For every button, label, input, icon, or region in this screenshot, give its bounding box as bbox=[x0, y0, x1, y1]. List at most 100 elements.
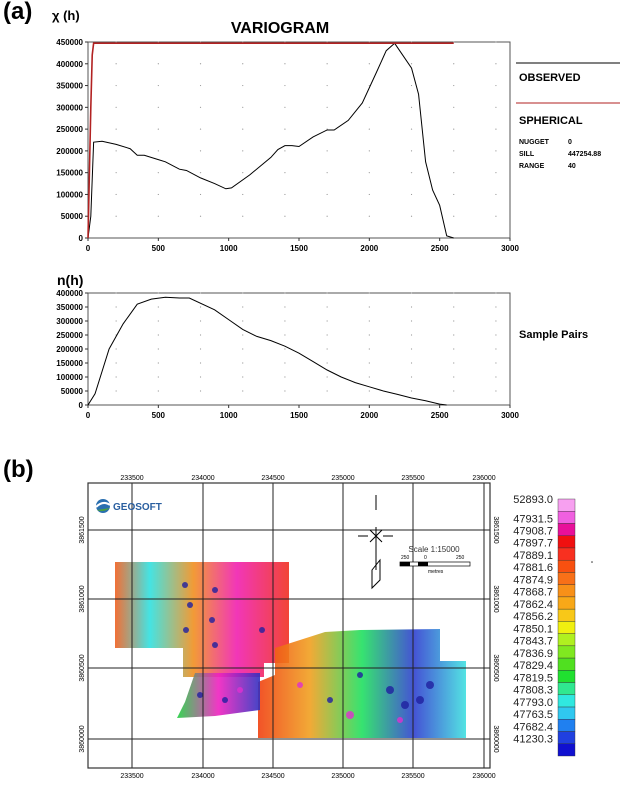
grid-dot bbox=[242, 172, 244, 174]
grid-dot bbox=[157, 172, 159, 174]
grid-dot bbox=[157, 63, 159, 65]
grid-dot bbox=[115, 306, 117, 308]
northing-label-right: 3860500 bbox=[492, 654, 499, 681]
grid-dot bbox=[368, 390, 370, 392]
grid-dot bbox=[157, 306, 159, 308]
colorbar-swatch bbox=[557, 633, 576, 647]
grid-dot bbox=[199, 128, 202, 130]
grid-dot bbox=[368, 334, 370, 336]
grid-dot bbox=[495, 41, 497, 43]
grid-dot bbox=[242, 215, 244, 217]
easting-label-top: 234000 bbox=[191, 475, 214, 482]
grid-dot bbox=[495, 306, 497, 308]
geosoft-logo-text: GEOSOFT bbox=[113, 502, 162, 513]
grid-dot bbox=[115, 84, 117, 87]
colorbar-swatch bbox=[557, 559, 576, 573]
colorbar-label: 47682.4 bbox=[513, 721, 553, 733]
grid-dot bbox=[199, 63, 202, 65]
grid-dot bbox=[284, 306, 286, 308]
northing-label-left: 3860000 bbox=[79, 725, 86, 752]
northing-label-right: 3861000 bbox=[492, 585, 499, 612]
y-tick-label: 150000 bbox=[56, 169, 83, 178]
x-tick-label: 0 bbox=[86, 411, 91, 420]
scale-tick-right: 250 bbox=[456, 555, 465, 561]
grid-dot bbox=[326, 41, 328, 43]
grid-dot bbox=[242, 362, 244, 364]
grid-dot bbox=[284, 106, 286, 108]
colorbar-swatch bbox=[557, 731, 576, 744]
colorbar-label: 47836.9 bbox=[513, 648, 553, 660]
grid-dot bbox=[157, 292, 159, 294]
colorbar-label: 47862.4 bbox=[513, 599, 553, 611]
grid-dot bbox=[326, 334, 328, 336]
grid-dot bbox=[157, 334, 159, 336]
grid-dot bbox=[284, 215, 286, 217]
grid-dot bbox=[326, 84, 328, 87]
colorbar-label: 47889.1 bbox=[513, 550, 553, 562]
grid-dot bbox=[453, 63, 455, 65]
colorbar-swatch bbox=[557, 608, 576, 622]
y-tick-label: 350000 bbox=[56, 82, 83, 91]
grid-dot bbox=[284, 320, 286, 322]
grid-dot bbox=[115, 106, 117, 108]
grid-dot bbox=[284, 376, 286, 378]
x-tick-label: 1500 bbox=[290, 244, 308, 253]
colorbar-label: 47874.9 bbox=[513, 574, 553, 586]
grid-dot bbox=[368, 193, 370, 196]
variogram-chart: χ (h) VARIOGRAM 0 500 1000 1500 2000 2500 3000… bbox=[52, 8, 620, 260]
legend-sample-pairs-label: Sample Pairs bbox=[519, 329, 588, 341]
grid-dot bbox=[368, 292, 370, 294]
grid-dot bbox=[115, 215, 117, 217]
y-tick-label: 300000 bbox=[56, 317, 83, 326]
grid-dot bbox=[242, 84, 244, 87]
x-tick-label: 2500 bbox=[431, 244, 449, 253]
grid-dot bbox=[326, 320, 328, 322]
easting-label-bottom: 235000 bbox=[331, 773, 354, 780]
grid-dot bbox=[284, 292, 286, 294]
y-tick-label: 300000 bbox=[56, 103, 83, 112]
grid-dot bbox=[242, 390, 244, 392]
scale-tick-left: 250 bbox=[401, 555, 410, 561]
grid-dot bbox=[495, 376, 497, 378]
grid-dot bbox=[368, 84, 370, 87]
grid-dot bbox=[199, 172, 202, 174]
scale-label: Scale 1:15000 bbox=[408, 545, 460, 554]
pairs-plot-frame bbox=[87, 292, 511, 406]
colorbar-label: 47881.6 bbox=[513, 562, 553, 574]
sill-label: SILL bbox=[519, 151, 535, 158]
colorbar-label: 47908.7 bbox=[513, 525, 553, 537]
grid-dot bbox=[453, 348, 455, 350]
grid-dot bbox=[115, 390, 117, 392]
northing-label-left: 3861000 bbox=[79, 585, 86, 612]
colorbar-label: 47843.7 bbox=[513, 636, 553, 648]
grid-dot bbox=[157, 320, 159, 322]
grid-dot bbox=[326, 306, 328, 308]
grid-dot bbox=[199, 193, 202, 196]
survey-grid-image bbox=[115, 562, 466, 738]
grid-dot bbox=[410, 63, 413, 65]
grid-dot bbox=[453, 320, 455, 322]
easting-label-top: 236000 bbox=[472, 475, 495, 482]
grid-dot bbox=[410, 84, 413, 87]
grid-dot bbox=[157, 376, 159, 378]
grid-dot bbox=[368, 320, 370, 322]
grid-dot bbox=[495, 292, 497, 294]
grid-dot bbox=[242, 193, 244, 196]
grid-dot bbox=[453, 362, 455, 364]
colorbar-label: 47793.0 bbox=[513, 697, 553, 709]
grid-dot bbox=[115, 128, 117, 130]
grid-dot bbox=[495, 63, 497, 65]
grid-dot bbox=[284, 63, 286, 65]
grid-dot bbox=[242, 348, 244, 350]
geosoft-logo: GEOSOFT bbox=[95, 499, 162, 513]
grid-dot bbox=[157, 193, 159, 196]
x-tick-label: 1500 bbox=[290, 411, 308, 420]
grid-dot bbox=[453, 106, 455, 108]
colorbar-swatch bbox=[557, 743, 576, 757]
range-value: 40 bbox=[568, 163, 576, 170]
grid-dot bbox=[284, 41, 286, 43]
grid-dot bbox=[284, 84, 286, 87]
colorbar-swatch bbox=[557, 511, 576, 524]
colorbar-label: 47808.3 bbox=[513, 685, 553, 697]
nugget-value: 0 bbox=[568, 139, 572, 146]
